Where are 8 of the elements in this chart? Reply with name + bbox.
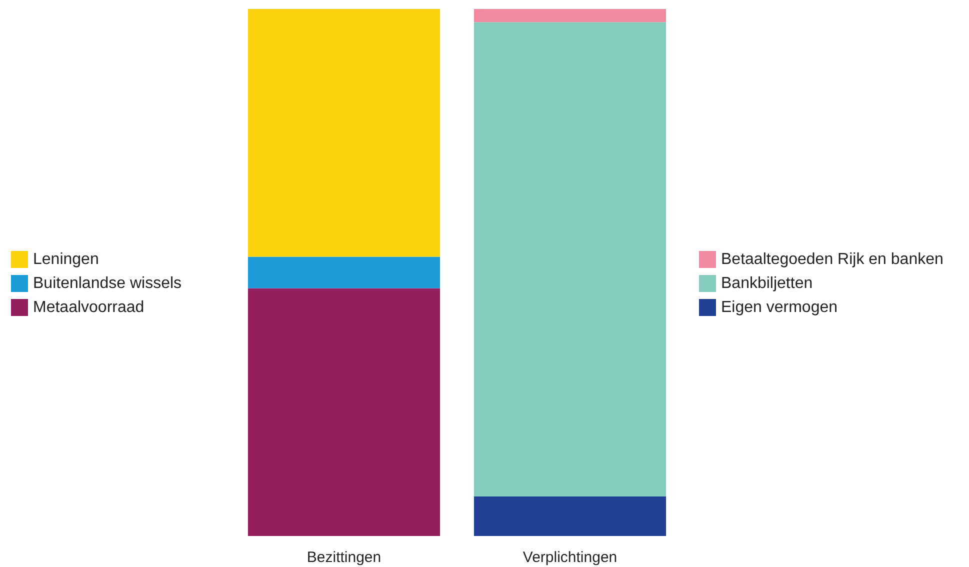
- x-tick-label: Verplichtingen: [522, 549, 618, 566]
- legend-label: Leningen: [33, 251, 99, 268]
- legend-label: Metaalvoorraad: [33, 299, 144, 316]
- x-tick-label: Bezittingen: [306, 549, 382, 566]
- legend-label: Buitenlandse wissels: [33, 275, 182, 292]
- legend-label: Eigen vermogen: [721, 299, 838, 316]
- legend-label: Betaaltegoeden Rijk en banken: [721, 251, 944, 268]
- legend-label: Bankbiljetten: [721, 275, 813, 292]
